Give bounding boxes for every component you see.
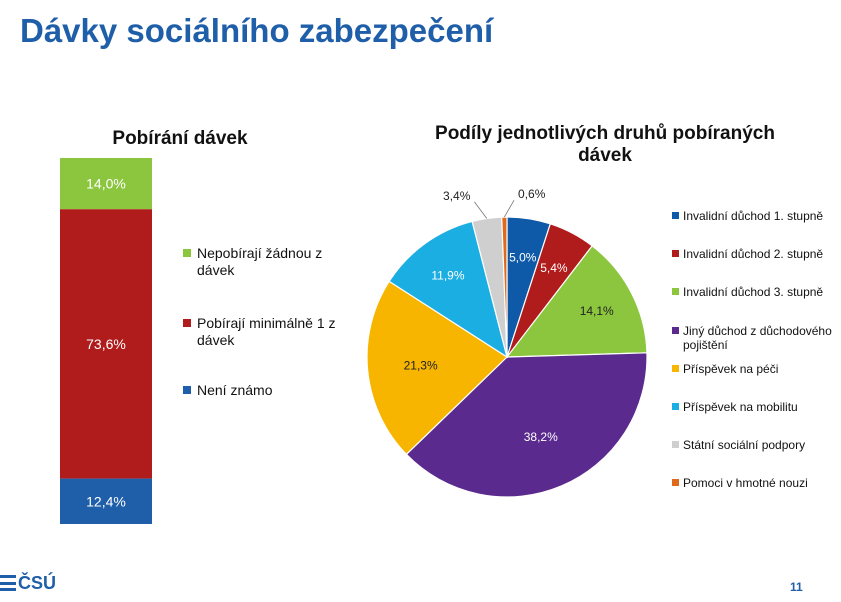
legend-swatch xyxy=(183,319,191,327)
pie-legend-item: Invalidní důchod 3. stupně xyxy=(672,285,841,299)
legend-label: Státní sociální podpory xyxy=(683,438,806,452)
legend-label: Invalidní důchod 1. stupně xyxy=(683,209,824,223)
pie-legend-item: Invalidní důchod 2. stupně xyxy=(672,247,841,261)
legend-swatch xyxy=(672,250,679,257)
legend-label: Pobírají minimálně 1 z dávek xyxy=(197,315,336,348)
bar-legend-item: Pobírají minimálně 1 z dávek xyxy=(183,315,353,349)
legend-swatch xyxy=(672,365,679,372)
pie-slice-label: 21,3% xyxy=(404,359,438,373)
bar-segment-label: 12,4% xyxy=(86,493,126,509)
pie-slice-7 xyxy=(501,216,508,358)
legend-swatch xyxy=(672,212,679,219)
legend-label: Příspěvek na mobilitu xyxy=(683,400,798,414)
pie-slice-label: 38,2% xyxy=(524,430,558,444)
pie-slice-label: 3,4% xyxy=(443,189,471,203)
legend-swatch xyxy=(183,249,191,257)
csu-logo: ČSÚ xyxy=(0,572,56,594)
legend-label: Pomoci v hmotné nouzi xyxy=(683,476,808,490)
bar-segment-label: 14,0% xyxy=(86,176,126,192)
pie-leader-line xyxy=(474,201,488,219)
pie-legend-item: Státní sociální podpory xyxy=(672,438,841,452)
pie-slice-3 xyxy=(405,352,648,498)
bar-segment-label: 73,6% xyxy=(86,336,126,352)
legend-label: Invalidní důchod 3. stupně xyxy=(683,285,824,299)
pie-slice-5 xyxy=(388,220,508,359)
legend-label: Příspěvek na péči xyxy=(683,362,779,376)
pie-chart-title: Podíly jednotlivých druhů pobíraných dáv… xyxy=(435,123,775,166)
page-number: 11 xyxy=(790,580,803,594)
pie-legend-item: Příspěvek na mobilitu xyxy=(672,400,841,414)
bar-legend-item: Nepobírají žádnou z dávek xyxy=(183,245,353,279)
legend-swatch xyxy=(672,327,679,334)
bar-segment-2 xyxy=(60,478,152,524)
pie-leader-line xyxy=(504,200,515,218)
bar-segment-1 xyxy=(60,209,152,479)
pie-slice-2 xyxy=(505,245,648,358)
legend-swatch xyxy=(672,288,679,295)
bar-segment-0 xyxy=(60,158,152,210)
pie-legend-item: Jiný důchod z důchodového pojištění xyxy=(672,324,841,352)
pie-slice-4 xyxy=(366,280,508,456)
page-title: Dávky sociálního zabezpečení xyxy=(20,12,494,49)
pie-slice-label: 14,1% xyxy=(580,304,614,318)
logo-lines-icon xyxy=(0,575,16,591)
legend-swatch xyxy=(672,441,679,448)
legend-label: Jiný důchod z důchodového pojištění xyxy=(683,324,832,352)
pie-legend-item: Invalidní důchod 1. stupně xyxy=(672,209,841,223)
bar-legend-item: Není známo xyxy=(183,382,353,399)
pie-slice-label: 11,9% xyxy=(431,268,464,282)
legend-swatch xyxy=(672,479,679,486)
pie-slice-label: 5,0% xyxy=(509,250,537,264)
legend-label: Invalidní důchod 2. stupně xyxy=(683,247,824,261)
pie-legend-item: Pomoci v hmotné nouzi xyxy=(672,476,841,490)
pie-slice-label: 0,6% xyxy=(518,187,546,201)
legend-swatch xyxy=(183,386,191,394)
pie-slice-label: 5,4% xyxy=(540,261,568,275)
legend-label: Není známo xyxy=(197,382,273,398)
legend-label: Nepobírají žádnou z dávek xyxy=(197,245,323,278)
pie-legend-item: Příspěvek na péči xyxy=(672,362,841,376)
bar-chart-title: Pobírání dávek xyxy=(112,128,248,149)
legend-swatch xyxy=(672,403,679,410)
logo-text: ČSÚ xyxy=(18,572,57,593)
